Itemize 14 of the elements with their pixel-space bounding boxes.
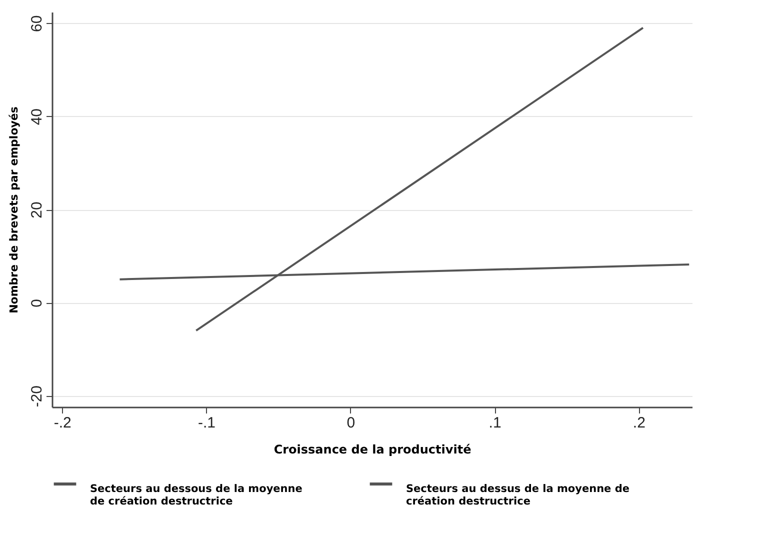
y-axis-title: Nombre de brevets par employés: [8, 106, 20, 314]
y-tick-label: 60: [28, 15, 46, 32]
x-tick-label: 0: [346, 414, 356, 432]
x-tick-label: -.2: [54, 414, 72, 432]
legend-label: Secteurs au dessus de la moyenne de création destructrice: [406, 483, 630, 508]
x-tick-label: .2: [632, 414, 646, 432]
y-tick-label: 0: [28, 298, 46, 308]
x-tick-label: .1: [488, 414, 502, 432]
x-axis-title: Croissance de la productivité: [274, 442, 472, 456]
y-tick-label: 40: [28, 108, 46, 126]
legend-label: Secteurs au dessous de la moyenne de création destructrice: [90, 483, 302, 508]
x-tick-label: -.1: [198, 414, 216, 432]
y-tick-label: 20: [28, 202, 46, 218]
y-tick-label: -20: [28, 385, 46, 408]
